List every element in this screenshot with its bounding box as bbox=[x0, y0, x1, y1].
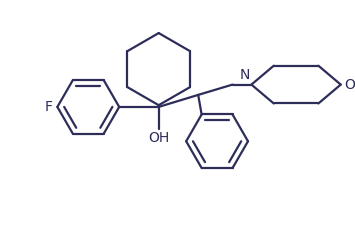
Text: OH: OH bbox=[148, 131, 169, 145]
Text: F: F bbox=[44, 100, 52, 114]
Text: O: O bbox=[344, 78, 355, 91]
Text: N: N bbox=[239, 68, 250, 82]
